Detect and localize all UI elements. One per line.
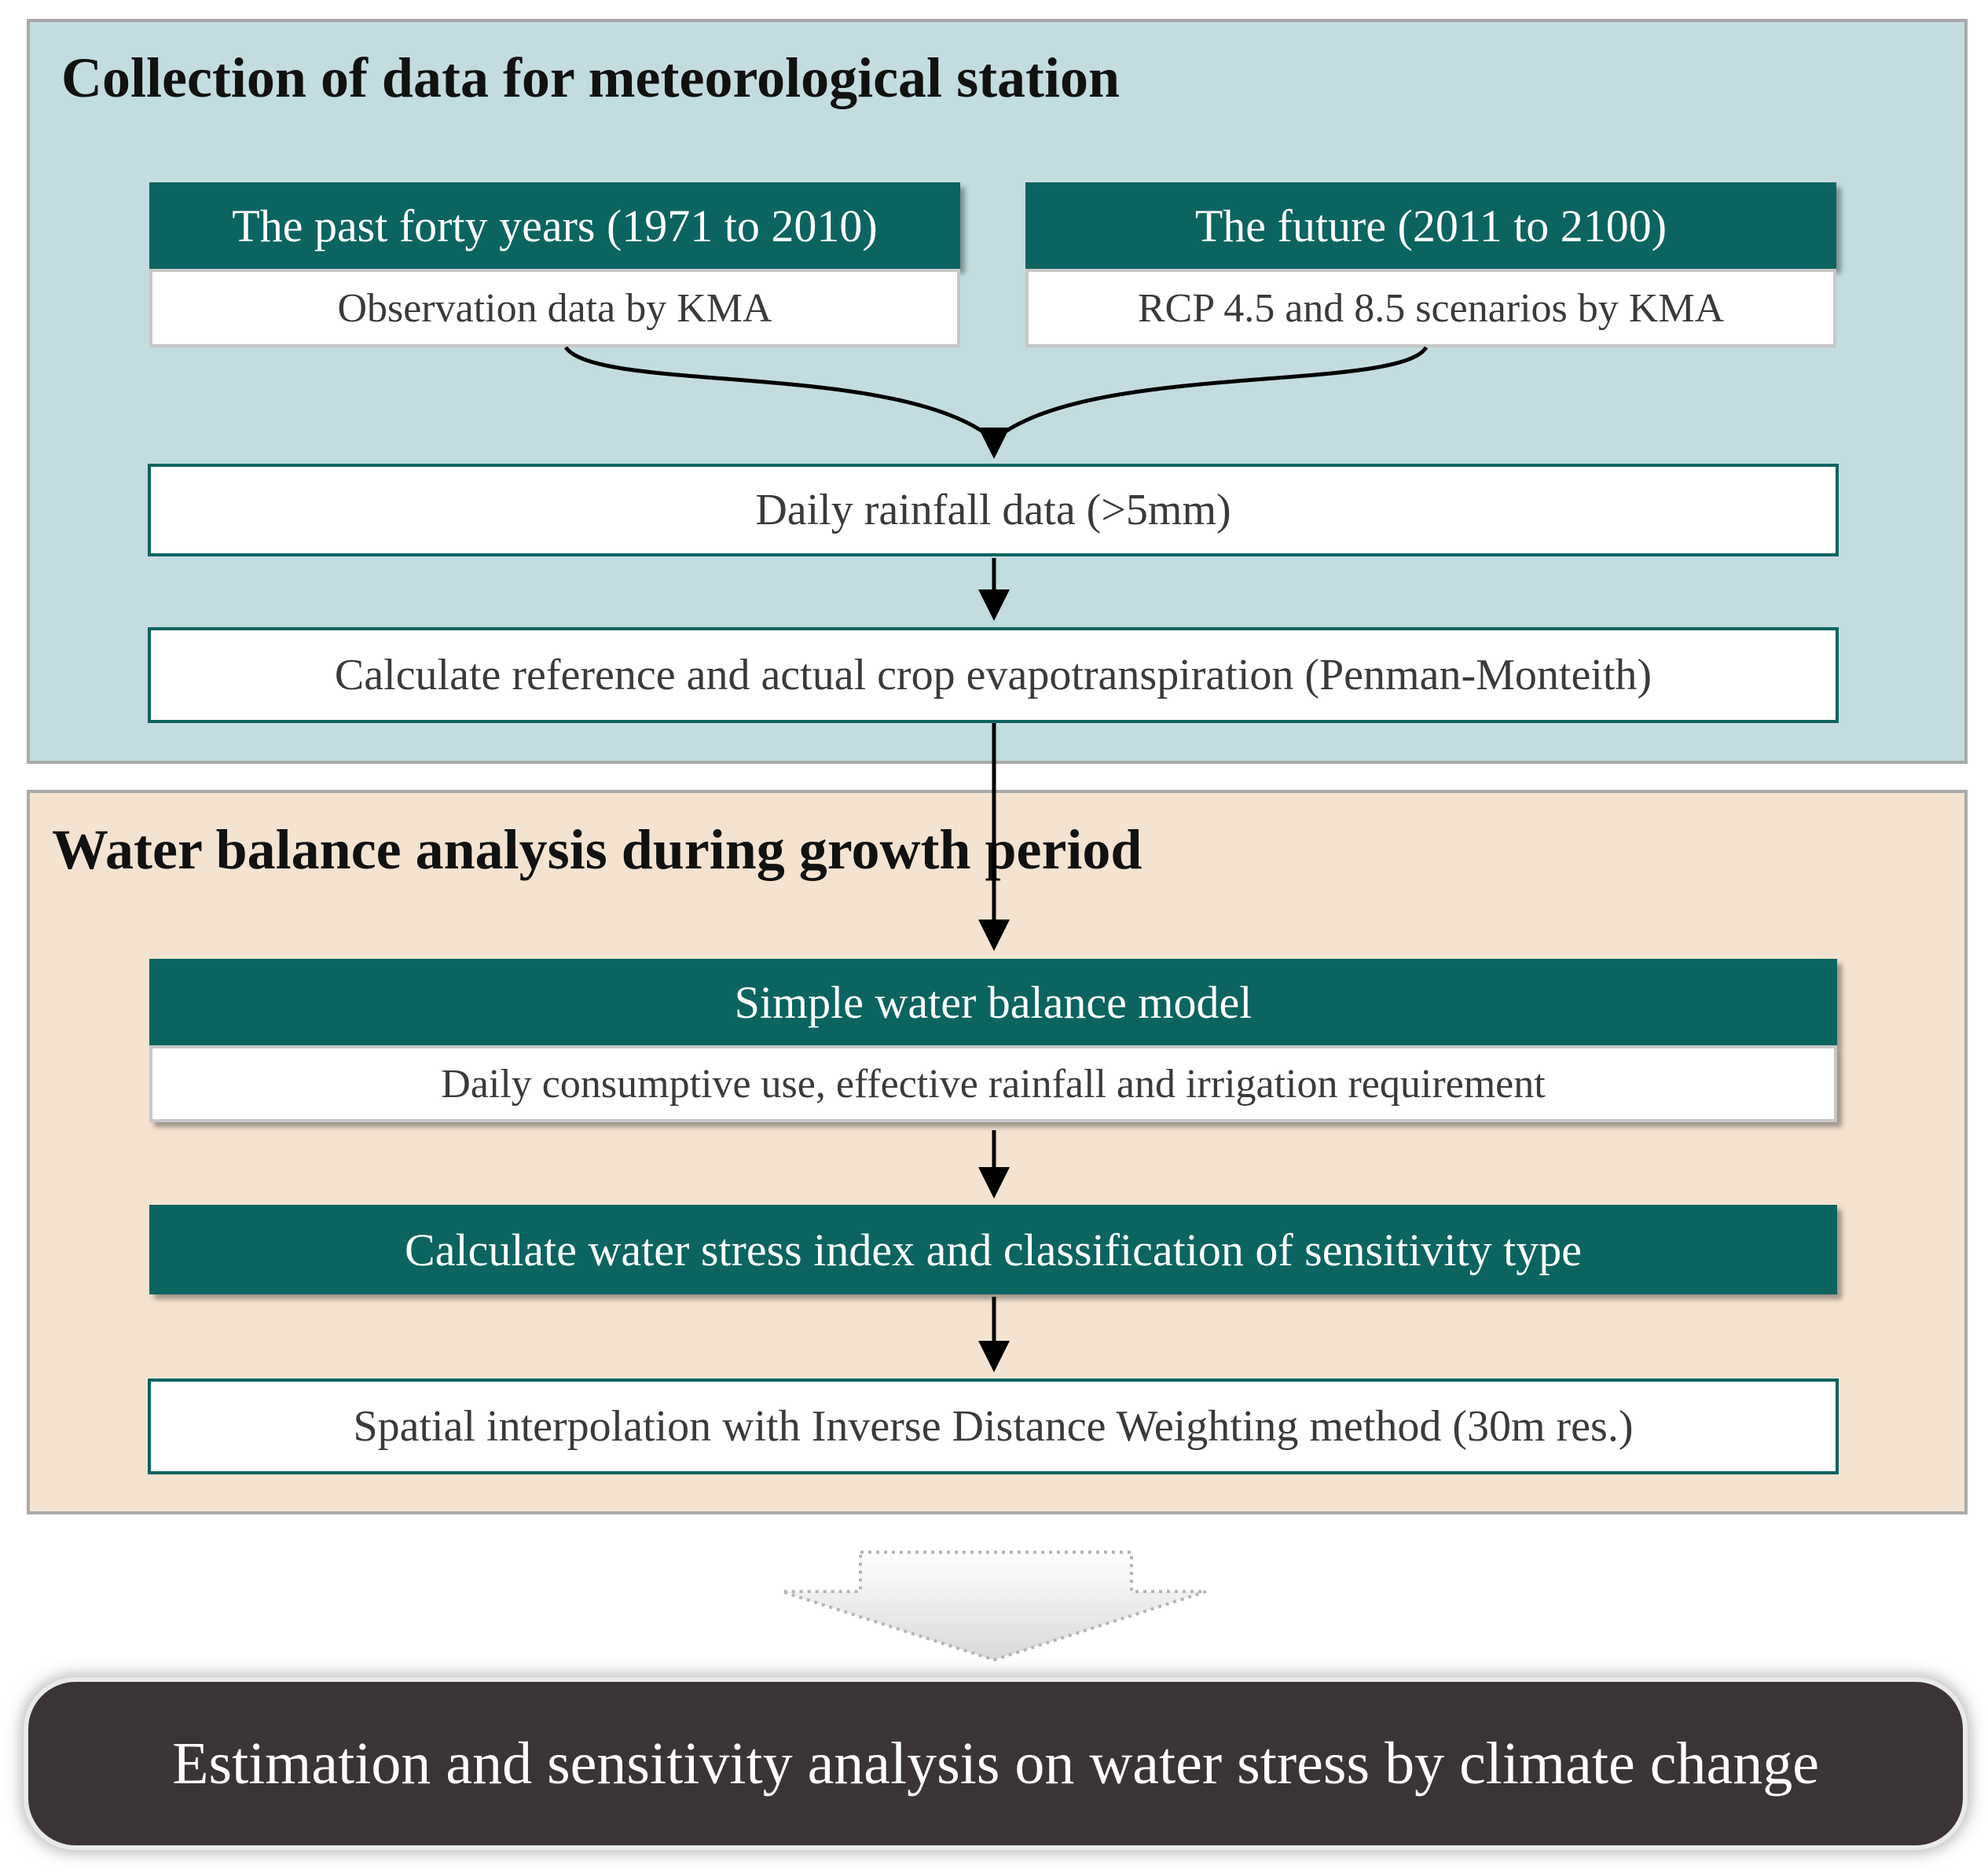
past-period-header: The past forty years (1971 to 2010): [149, 182, 960, 269]
water-balance-model-detail: Daily consumptive use, effective rainfal…: [149, 1045, 1837, 1122]
past-period-detail: Observation data by KMA: [149, 269, 960, 347]
final-result-box: Estimation and sensitivity analysis on w…: [28, 1682, 1963, 1845]
water-balance-model-header: Simple water balance model: [149, 959, 1837, 1045]
merge-connector-right: [992, 346, 1429, 442]
data-collection-title: Collection of data for meteorological st…: [61, 46, 1121, 109]
spatial-interpolation-box: Spatial interpolation with Inverse Dista…: [148, 1379, 1839, 1474]
daily-rainfall-box: Daily rainfall data (>5mm): [148, 464, 1839, 556]
future-period-header: The future (2011 to 2100): [1025, 182, 1836, 269]
water-balance-title: Water balance analysis during growth per…: [52, 818, 1143, 881]
result-arrow-icon: [781, 1551, 1207, 1662]
future-period-detail: RCP 4.5 and 8.5 scenarios by KMA: [1025, 269, 1836, 347]
water-stress-index-box: Calculate water stress index and classif…: [149, 1205, 1837, 1294]
evapotranspiration-box: Calculate reference and actual crop evap…: [148, 627, 1839, 723]
merge-connector-left: [563, 346, 996, 442]
